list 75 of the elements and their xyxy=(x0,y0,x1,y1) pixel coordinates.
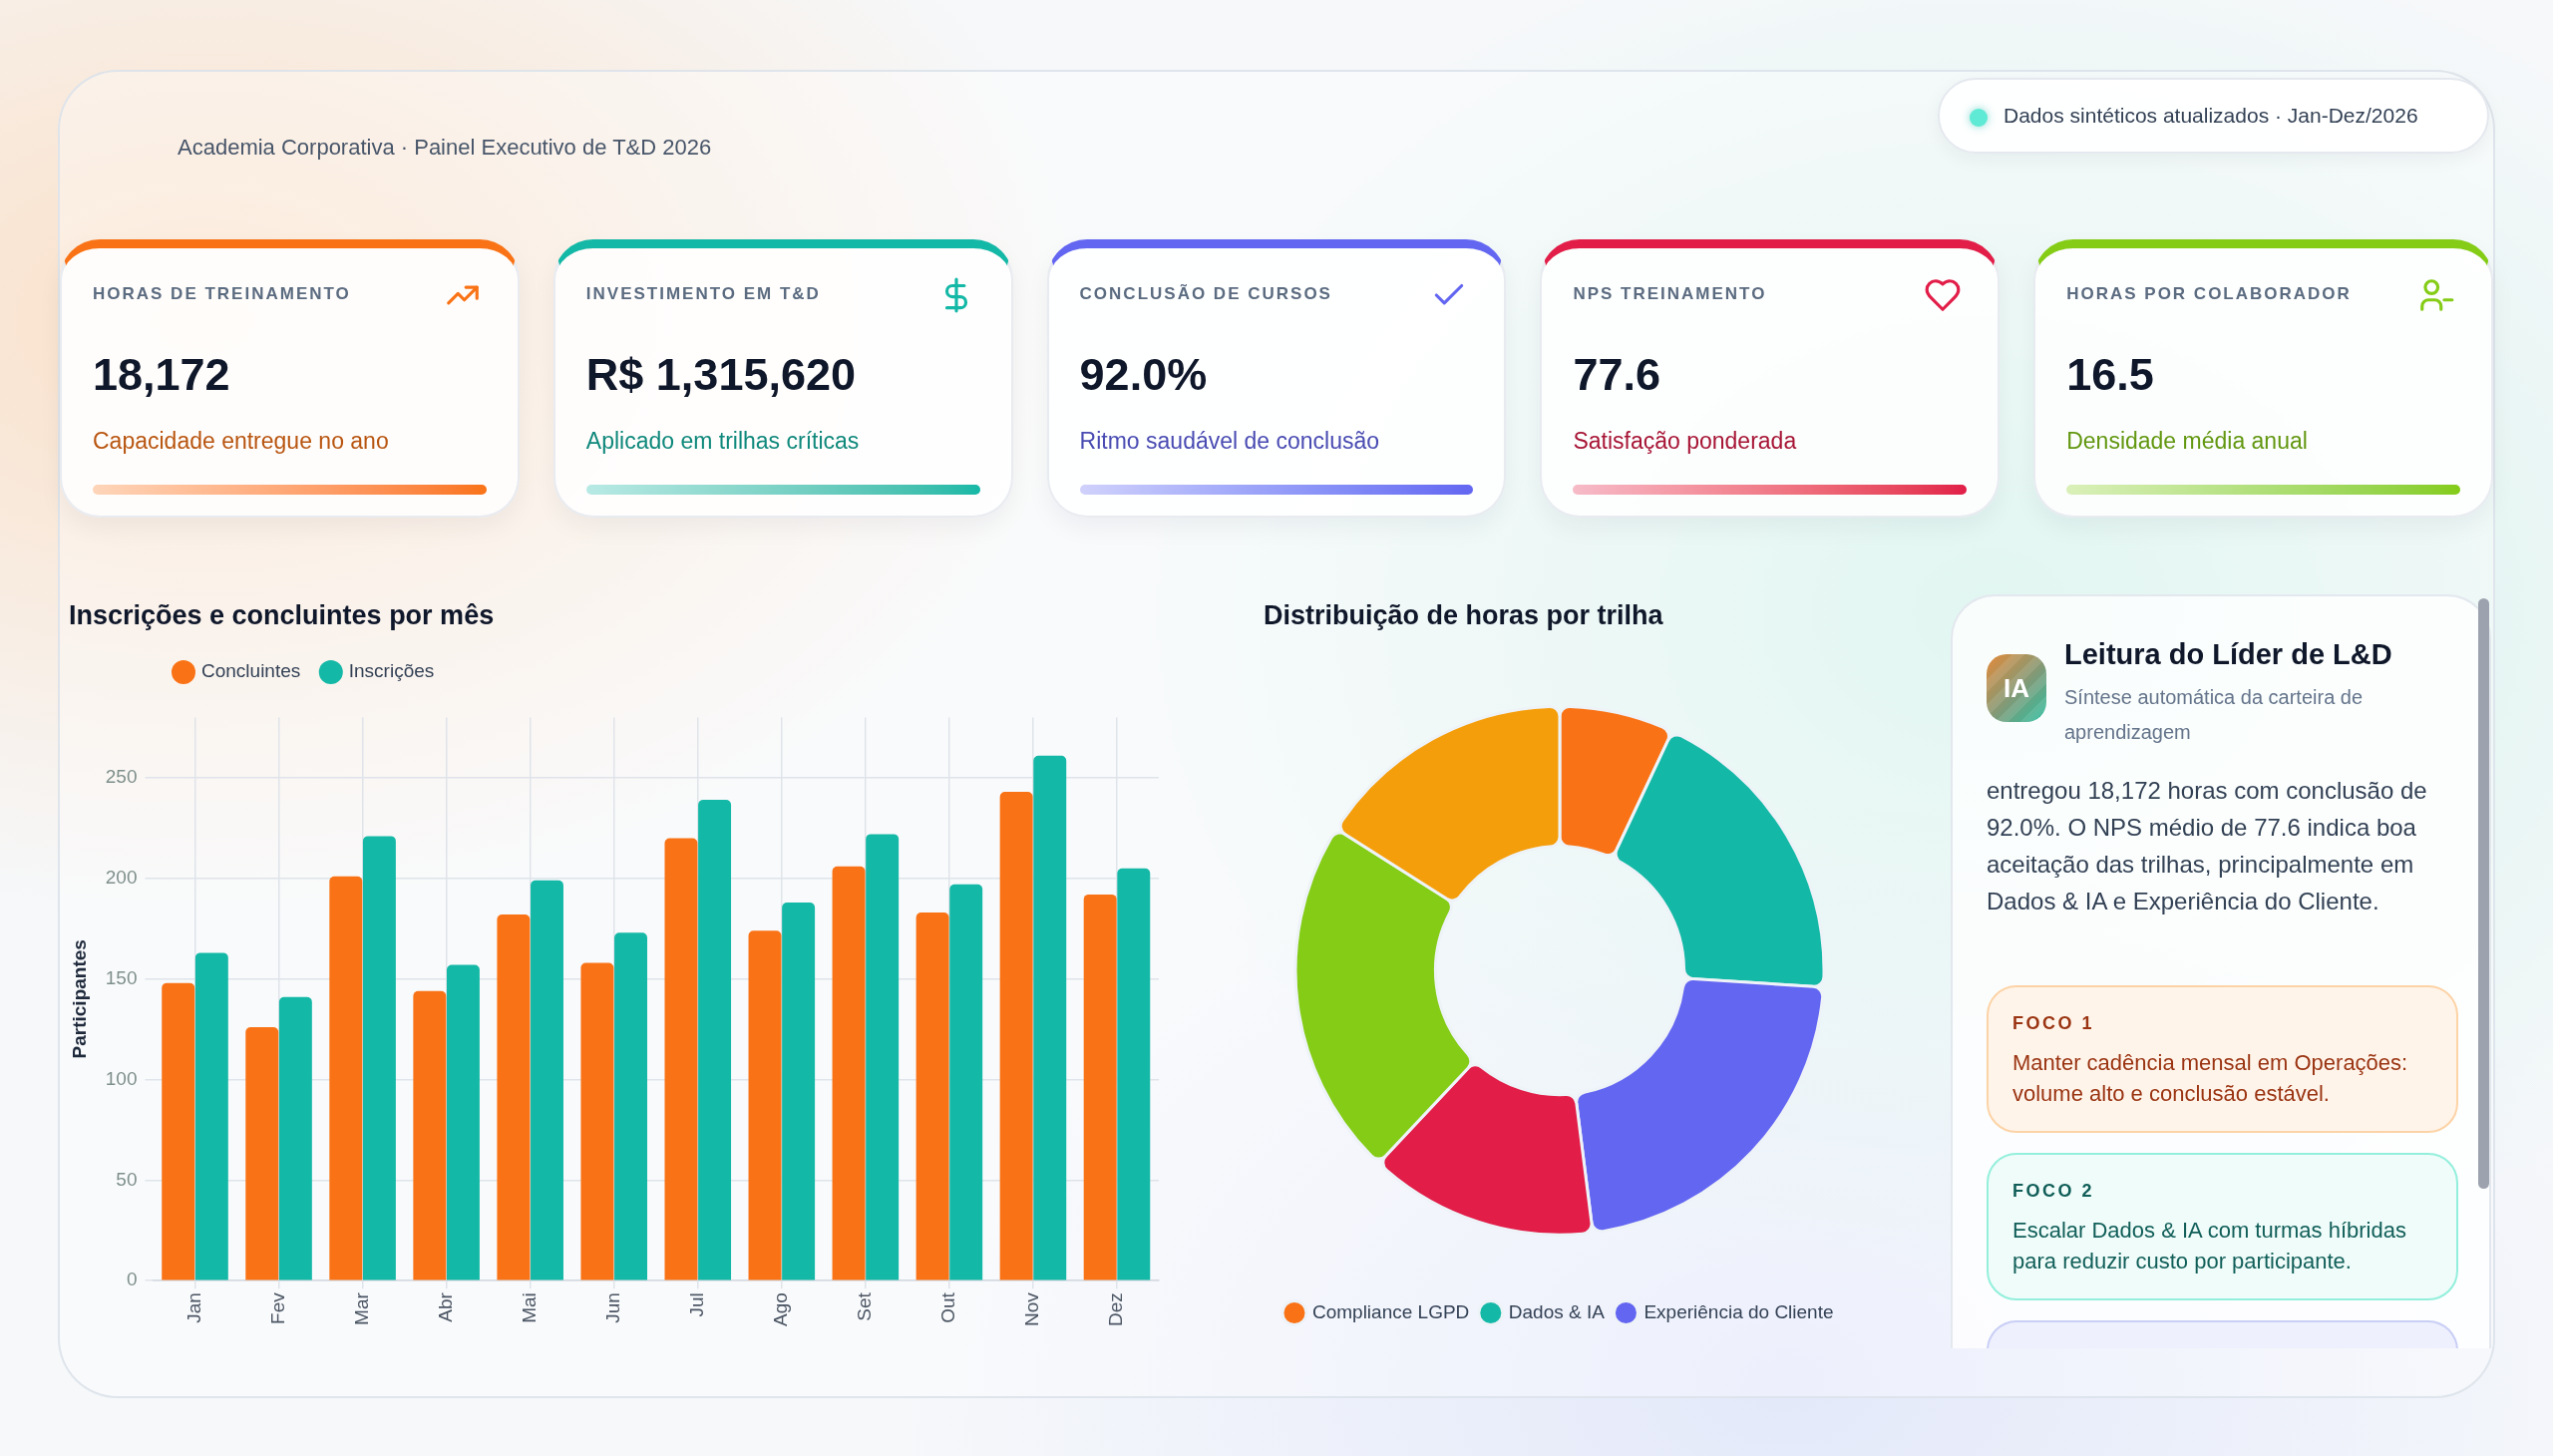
bar xyxy=(1033,755,1067,1280)
text: FOCO 1 xyxy=(2012,1013,2095,1034)
bar xyxy=(614,932,648,1280)
bar xyxy=(664,838,698,1280)
text: 77.6 xyxy=(1573,349,1660,400)
text: entregou 18,172 horas com conclusão de 92.0%. O NPS médio de 77.6 indica boa aceitação das trilhas, principalmente em Dados & IA e Experiência do Cliente. xyxy=(1987,776,2428,916)
category-label: CONCLUSÃO DE CURSOS xyxy=(1079,284,1332,304)
bar xyxy=(162,982,195,1280)
x-tick-label: Mar xyxy=(350,1291,372,1325)
text: 18,172 xyxy=(93,349,230,400)
text: R$ 1,315,620 xyxy=(585,349,857,400)
text: Dados sintéticos atualizados · Jan-Dez/2026 xyxy=(2004,104,2418,128)
bar xyxy=(915,912,949,1280)
bar xyxy=(1117,868,1151,1280)
y-tick-label: 250 xyxy=(105,766,138,788)
category-label: NPS TREINAMENTO xyxy=(1573,284,1767,304)
x-tick-label: Jun xyxy=(601,1292,623,1323)
text: Escalar Dados & IA com turmas híbridas para reduzir custo por participante. xyxy=(2012,1217,2407,1275)
x-tick-label: Jan xyxy=(182,1292,204,1323)
bar xyxy=(999,792,1033,1280)
bar xyxy=(698,800,732,1280)
bar xyxy=(580,962,614,1280)
text: Densidade média anual xyxy=(2066,428,2308,455)
text: Manter cadência mensal em Operações: volume alto e conclusão estável. xyxy=(2012,1049,2409,1108)
bar xyxy=(329,876,363,1280)
chart-title: Distribuição de horas por trilha xyxy=(1264,599,1664,630)
x-tick-label: Set xyxy=(854,1291,876,1321)
text: Síntese automática da carteira de aprendizagem xyxy=(2064,685,2365,745)
bar xyxy=(832,866,866,1280)
category-label: HORAS POR COLABORADOR xyxy=(2066,284,2352,304)
bar xyxy=(413,990,447,1280)
bar xyxy=(278,996,312,1280)
text: Capacidade entregue no ano xyxy=(93,428,389,455)
x-tick-label: Out xyxy=(937,1291,959,1323)
bar xyxy=(1083,894,1117,1280)
category-label: HORAS DE TREINAMENTO xyxy=(93,284,351,304)
legend-label: Experiência do Cliente xyxy=(1643,1300,1834,1322)
legend-label: Compliance LGPD xyxy=(1311,1300,1470,1322)
y-axis-title: Participantes xyxy=(68,939,90,1059)
chart-title: Inscrições e concluintes por mês xyxy=(69,599,495,630)
bar xyxy=(245,1027,279,1280)
text: Satisfação ponderada xyxy=(1573,428,1797,455)
y-tick-label: 50 xyxy=(116,1168,138,1190)
bar xyxy=(194,952,228,1280)
x-tick-label: Ago xyxy=(770,1292,792,1327)
text: 16.5 xyxy=(2066,349,2154,400)
bar xyxy=(782,902,816,1280)
x-tick-label: Abr xyxy=(434,1291,456,1322)
text: 92.0% xyxy=(1079,349,1208,400)
x-tick-label: Jul xyxy=(686,1292,708,1317)
x-tick-label: Fev xyxy=(266,1291,288,1324)
y-tick-label: 100 xyxy=(105,1067,138,1089)
x-tick-label: Dez xyxy=(1105,1292,1127,1326)
bar xyxy=(949,884,983,1280)
text: Academia Corporativa · Painel Executivo de T&D 2026 xyxy=(178,135,712,161)
text: IA xyxy=(2004,672,2029,704)
bar xyxy=(362,836,396,1280)
category-label: INVESTIMENTO EM T&D xyxy=(585,284,821,304)
text: Leitura do Líder de L&D xyxy=(2064,638,2392,671)
text: Ritmo saudável de conclusão xyxy=(1079,428,1380,455)
bar xyxy=(497,914,531,1280)
bar xyxy=(748,930,782,1280)
y-tick-label: 0 xyxy=(126,1269,138,1290)
text: FOCO 2 xyxy=(2012,1181,2095,1202)
y-tick-label: 150 xyxy=(105,966,138,988)
bar xyxy=(531,880,563,1280)
bar xyxy=(446,964,480,1280)
x-tick-label: Nov xyxy=(1021,1291,1043,1326)
legend-label: Dados & IA xyxy=(1508,1300,1606,1322)
x-tick-label: Mai xyxy=(518,1292,540,1323)
bar xyxy=(866,834,900,1280)
legend-label: Concluintes xyxy=(201,660,301,682)
legend-label: Inscrições xyxy=(348,660,435,682)
y-tick-label: 200 xyxy=(105,867,138,888)
text: Aplicado em trilhas críticas xyxy=(585,428,860,455)
